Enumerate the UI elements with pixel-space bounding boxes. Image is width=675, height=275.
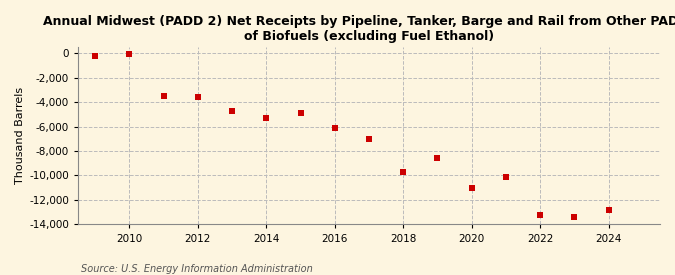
Y-axis label: Thousand Barrels: Thousand Barrels (15, 87, 25, 184)
Title: Annual Midwest (PADD 2) Net Receipts by Pipeline, Tanker, Barge and Rail from Ot: Annual Midwest (PADD 2) Net Receipts by … (43, 15, 675, 43)
Text: Source: U.S. Energy Information Administration: Source: U.S. Energy Information Administ… (81, 264, 313, 274)
